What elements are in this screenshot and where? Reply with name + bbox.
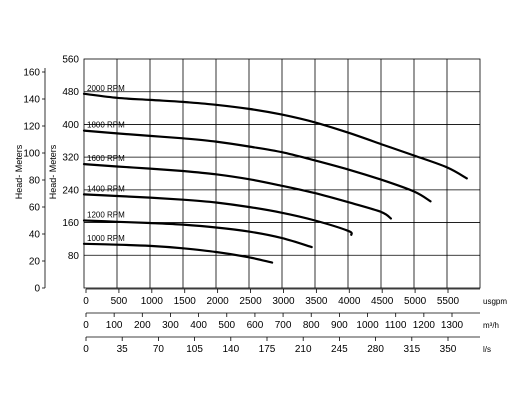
curve-2000-rpm bbox=[82, 92, 468, 180]
y-axis-title-outer: Head- Meters bbox=[14, 144, 24, 199]
curve-1800-rpm bbox=[82, 129, 432, 203]
x-axis-usgpm-tick-label: 500 bbox=[111, 296, 128, 307]
left-axes: 80 160 240 320 400 480 560 0 20 40 60 80 100 120 140 16… bbox=[23, 55, 79, 295]
x-axis-usgpm-tick-label: 3000 bbox=[272, 296, 295, 307]
x-axis-ls-tick-label: 245 bbox=[331, 344, 348, 355]
x-axis-ls-tick-label: 175 bbox=[259, 344, 276, 355]
x-axis-usgpm-tick-label: 1500 bbox=[174, 296, 197, 307]
outer-y-tick-label: 120 bbox=[23, 122, 40, 133]
label-1200-rpm: 1200 RPM bbox=[87, 211, 125, 220]
curve-1400-rpm bbox=[82, 193, 353, 236]
x-axis-m3h-tick-label: 400 bbox=[190, 320, 207, 331]
x-axis-ls-tick-label: 315 bbox=[403, 344, 420, 355]
x-axis-m3h-tick-label: 700 bbox=[275, 320, 292, 331]
bottom-axes: 0 500 1000 1500 2000 2500 3000 3500 4000 4500 5000… bbox=[83, 288, 507, 355]
curve-1000-rpm bbox=[82, 242, 274, 264]
label-1400-rpm: 1400 RPM bbox=[87, 184, 125, 193]
x-axis-m3h-tick-label: 1300 bbox=[441, 320, 464, 331]
x-axis-usgpm-tick-label: 5000 bbox=[404, 296, 427, 307]
x-axis-usgpm-unit-label: usgpm bbox=[483, 297, 507, 306]
x-axis-usgpm-tick-label: 0 bbox=[83, 296, 89, 307]
label-1800-rpm: 1800 RPM bbox=[87, 121, 125, 130]
x-axis-usgpm-tick-label: 3500 bbox=[305, 296, 328, 307]
outer-y-tick-label: 60 bbox=[29, 203, 41, 214]
x-axis-m3h-tick-label: 800 bbox=[303, 320, 320, 331]
rpm-curves bbox=[82, 92, 468, 264]
x-axis-ls-tick-label: 350 bbox=[440, 344, 457, 355]
meter-tick-label: 480 bbox=[62, 87, 79, 98]
x-axis-ls-tick-label: 35 bbox=[117, 344, 129, 355]
x-axis-usgpm-tick-label: 4000 bbox=[338, 296, 361, 307]
rpm-labels: 2000 RPM 1800 RPM 1600 RPM 1400 RPM 1200 RPM… bbox=[87, 84, 125, 243]
x-axis-m3h-tick-label: 1100 bbox=[385, 320, 407, 331]
meter-tick-label: 560 bbox=[62, 55, 79, 66]
meter-tick-label: 240 bbox=[62, 185, 79, 196]
x-axis-m3h-tick-label: 200 bbox=[134, 320, 151, 331]
label-1600-rpm: 1600 RPM bbox=[87, 154, 125, 163]
outer-y-tick-label: 0 bbox=[34, 284, 40, 295]
x-axis-m3h-tick-label: 900 bbox=[331, 320, 348, 331]
outer-y-tick-label: 160 bbox=[23, 68, 40, 79]
x-axis-usgpm-tick-label: 4500 bbox=[371, 296, 394, 307]
meter-tick-label: 400 bbox=[62, 120, 79, 131]
x-axis-m3h-tick-label: 1200 bbox=[413, 320, 436, 331]
y-axis-title-inner: Head- Meters bbox=[48, 144, 58, 199]
outer-y-tick-label: 140 bbox=[23, 95, 40, 106]
meter-tick-label: 160 bbox=[62, 218, 79, 229]
x-axis-m3h-tick-label: 600 bbox=[247, 320, 264, 331]
x-axis-m3h-tick-label: 300 bbox=[162, 320, 179, 331]
x-axis-usgpm-tick-label: 5500 bbox=[437, 296, 460, 307]
x-axis-usgpm-tick-label: 2500 bbox=[239, 296, 262, 307]
outer-y-tick-label: 100 bbox=[23, 149, 40, 160]
x-axis-usgpm-tick-label: 1000 bbox=[141, 296, 164, 307]
x-axis-ls-tick-label: 70 bbox=[153, 344, 165, 355]
x-axis-ls-tick-label: 210 bbox=[295, 344, 312, 355]
outer-y-tick-label: 40 bbox=[29, 230, 41, 241]
x-axis-m3h-tick-label: 100 bbox=[106, 320, 123, 331]
outer-y-tick-label: 80 bbox=[29, 176, 41, 187]
meter-tick-label: 320 bbox=[62, 153, 79, 164]
plot-grid bbox=[83, 58, 481, 289]
x-axis-m3h-unit-label: m³/h bbox=[483, 321, 499, 330]
label-2000-rpm: 2000 RPM bbox=[87, 84, 125, 93]
curve-1600-rpm bbox=[82, 163, 392, 220]
x-axis-m3h-tick-label: 0 bbox=[83, 320, 89, 331]
x-axis-ls-unit-label: l/s bbox=[483, 345, 491, 354]
meter-tick-label: 80 bbox=[68, 251, 80, 262]
x-axis-ls-tick-label: 0 bbox=[83, 344, 89, 355]
outer-y-tick-label: 20 bbox=[29, 257, 41, 268]
x-axis-m3h-tick-label: 1000 bbox=[356, 320, 379, 331]
x-axis-ls-tick-label: 140 bbox=[222, 344, 239, 355]
x-axis-ls-tick-label: 105 bbox=[186, 344, 203, 355]
x-axis-ls-tick-label: 280 bbox=[367, 344, 384, 355]
x-axis-m3h-tick-label: 500 bbox=[218, 320, 235, 331]
curve-1200-rpm bbox=[82, 219, 313, 249]
x-axis-usgpm-tick-label: 2000 bbox=[207, 296, 230, 307]
label-1000-rpm: 1000 RPM bbox=[87, 234, 125, 243]
